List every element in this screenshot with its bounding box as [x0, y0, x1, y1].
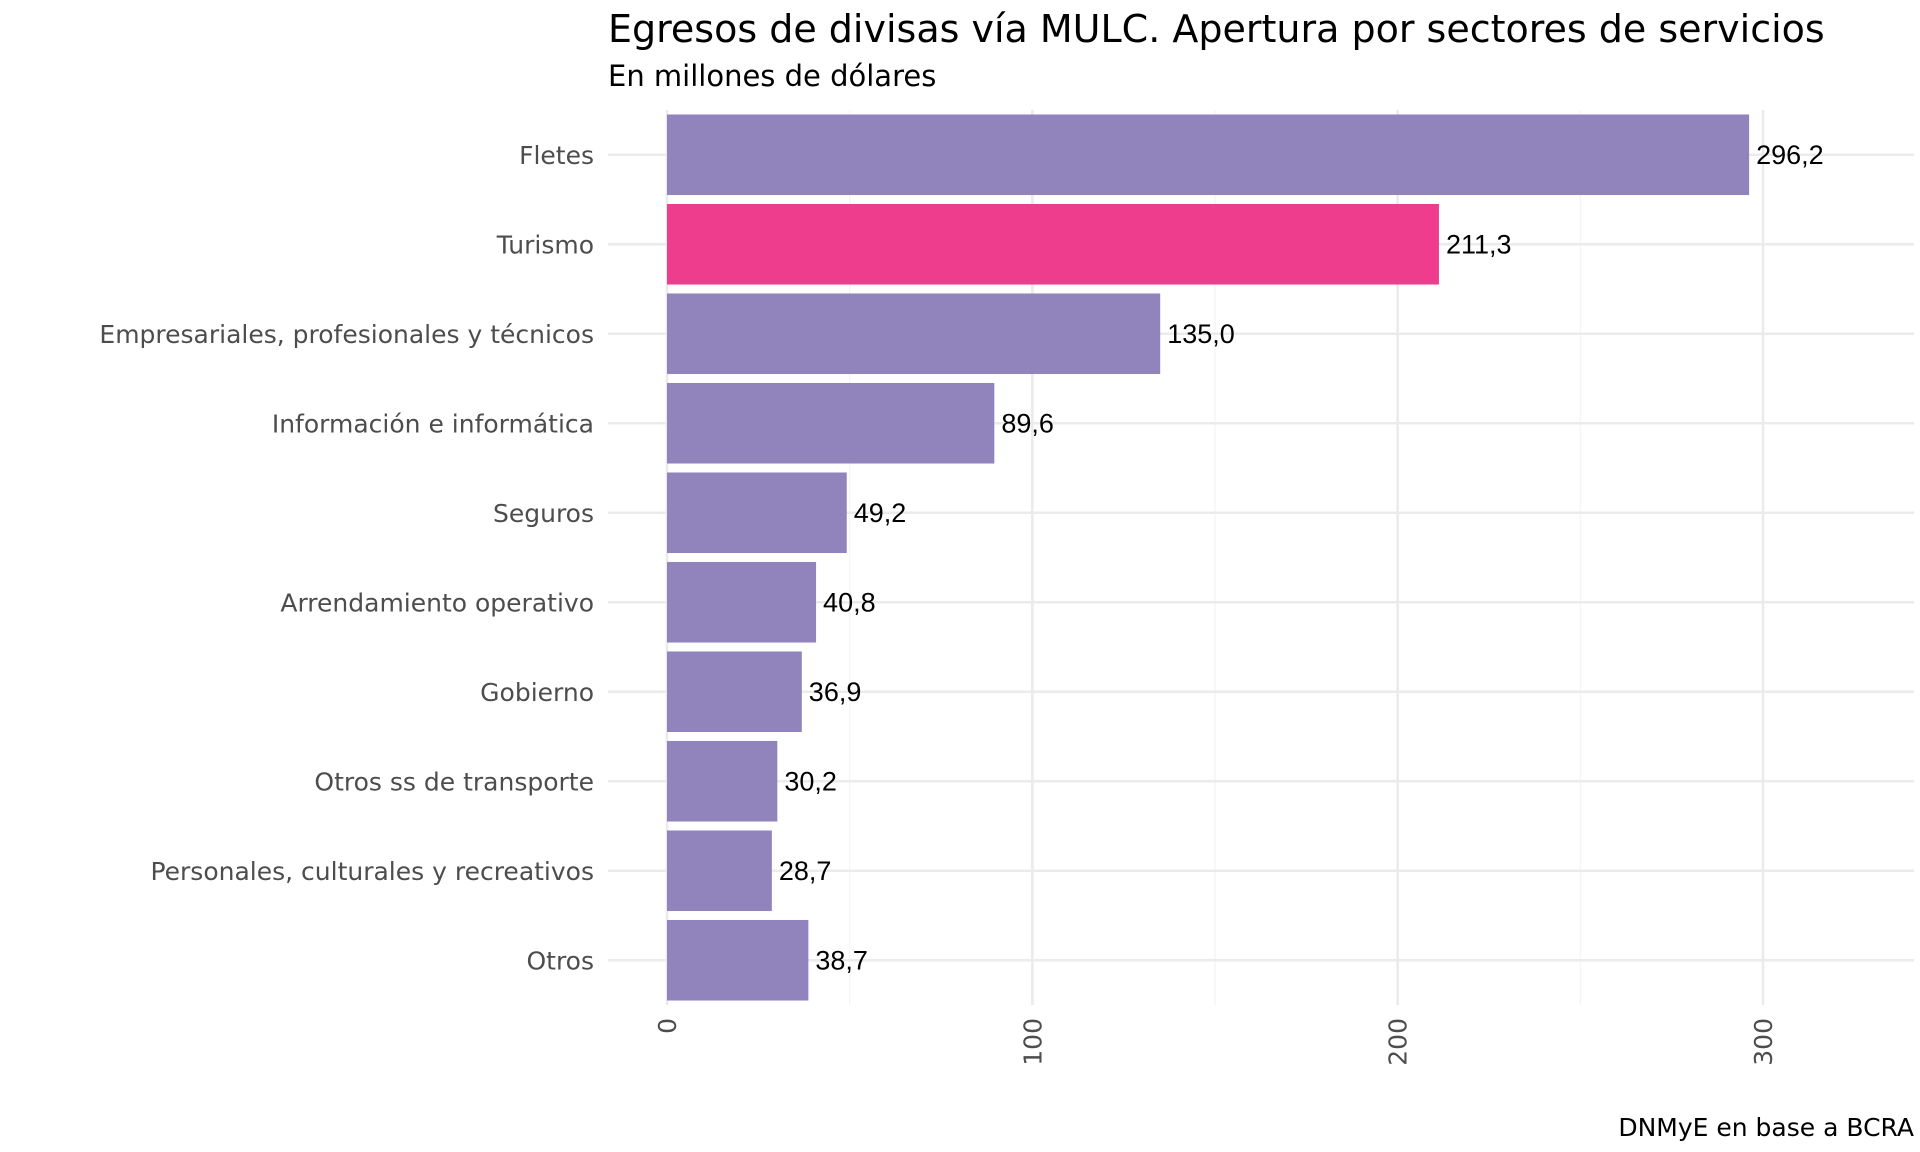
bar [667, 472, 847, 554]
bar [667, 740, 778, 822]
category-label: Turismo [496, 230, 594, 259]
category-label: Arrendamiento operativo [280, 588, 594, 617]
bar-value-label: 211,3 [1446, 229, 1512, 259]
x-tick-label: 100 [1018, 1018, 1047, 1066]
category-label: Seguros [493, 499, 594, 528]
category-labels: Fletes Turismo Empresariales, profesionale… [99, 141, 594, 976]
bar [667, 293, 1161, 375]
bar [667, 919, 809, 1001]
bar [667, 382, 995, 464]
bar-value-label: 135,0 [1167, 319, 1235, 349]
x-tick-label: 300 [1749, 1018, 1778, 1066]
x-axis-ticks: 0 100 200 300 [653, 1018, 1778, 1066]
bar-value-label: 89,6 [1001, 408, 1054, 438]
chart-title: Egresos de divisas vía MULC. Apertura po… [608, 7, 1825, 51]
bar [667, 830, 772, 912]
chart-caption: DNMyE en base a BCRA [1618, 1113, 1914, 1142]
value-labels: 296,2 211,3 135,0 89,6 49,2 40,8 36,9 30,2 28,7 3… [779, 140, 1824, 976]
category-label: Fletes [519, 141, 594, 170]
bar-value-label: 30,2 [784, 766, 837, 796]
category-label: Otros ss de transporte [314, 767, 594, 796]
chart-subtitle: En millones de dólares [608, 59, 936, 93]
bar-value-label: 296,2 [1756, 140, 1824, 170]
bar-value-label: 36,9 [809, 677, 862, 707]
bars [667, 114, 1750, 1001]
bar [667, 203, 1439, 285]
bar [667, 114, 1750, 196]
category-label: Información e informática [272, 409, 594, 438]
x-tick-label: 200 [1384, 1018, 1413, 1066]
x-tick-label: 0 [653, 1018, 682, 1034]
bar-value-label: 38,7 [815, 945, 868, 975]
bar-value-label: 28,7 [779, 856, 832, 886]
category-label: Personales, culturales y recreativos [150, 857, 594, 886]
category-label: Gobierno [480, 678, 594, 707]
category-label: Empresariales, profesionales y técnicos [99, 320, 594, 349]
bar-value-label: 49,2 [854, 498, 907, 528]
category-label: Otros [526, 946, 594, 975]
bar [667, 651, 802, 733]
bar-value-label: 40,8 [823, 587, 876, 617]
bar [667, 561, 817, 643]
